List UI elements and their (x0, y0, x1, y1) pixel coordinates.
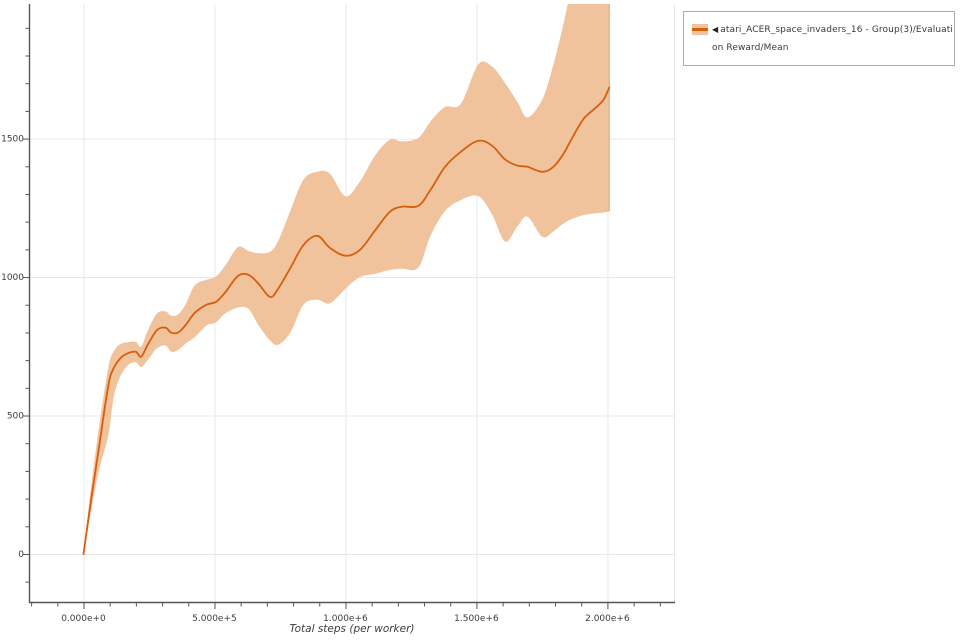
legend-series-label[interactable]: ◀ atari_ACER_space_invaders_16 - Group(3)… (712, 21, 953, 57)
legend-series-swatch[interactable] (692, 24, 708, 35)
legend-box[interactable]: ◀ atari_ACER_space_invaders_16 - Group(3)… (683, 11, 955, 66)
legend-collapse-icon[interactable]: ◀ (712, 25, 719, 34)
y-tick-label: 0 (18, 550, 24, 560)
y-tick-label: 500 (7, 412, 24, 422)
legend-entry[interactable]: ◀ atari_ACER_space_invaders_16 - Group(3)… (692, 21, 953, 57)
y-tick-label: 1500 (1, 135, 24, 145)
legend-label-line2: on Reward/Mean (712, 43, 789, 53)
mean-line (82, 86, 611, 555)
legend-series-line-icon (692, 28, 708, 31)
y-tick-label: 1000 (1, 273, 24, 283)
x-tick-label: 5.000e+5 (192, 614, 237, 624)
x-axis-title: Total steps (per worker) (289, 623, 415, 635)
x-tick-label: 0.000e+0 (61, 614, 106, 624)
x-tick-label: 2.000e+6 (585, 614, 630, 624)
x-tick-label: 1.500e+6 (454, 614, 499, 624)
x-tick-label: 1.000e+6 (323, 614, 368, 624)
legend-label-line1: ◀ atari_ACER_space_invaders_16 - Group(3)… (712, 25, 954, 35)
